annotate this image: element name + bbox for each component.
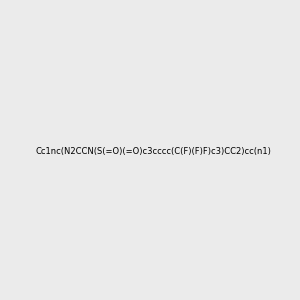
Text: Cc1nc(N2CCN(S(=O)(=O)c3cccc(C(F)(F)F)c3)CC2)cc(n1): Cc1nc(N2CCN(S(=O)(=O)c3cccc(C(F)(F)F)c3)… — [36, 147, 272, 156]
